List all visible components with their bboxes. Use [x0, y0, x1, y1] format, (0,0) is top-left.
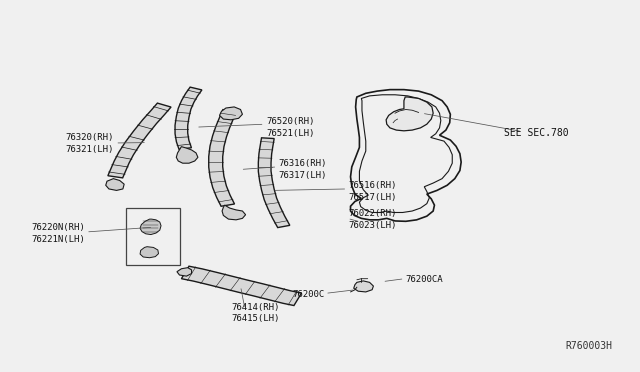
Polygon shape	[175, 87, 202, 149]
Text: 76200CA: 76200CA	[406, 275, 444, 284]
Text: 76516(RH)
76517(LH): 76516(RH) 76517(LH)	[349, 181, 397, 202]
Text: 76220N(RH)
76221N(LH): 76220N(RH) 76221N(LH)	[31, 224, 84, 244]
Polygon shape	[222, 205, 246, 220]
Text: 76320(RH)
76321(LH): 76320(RH) 76321(LH)	[65, 133, 113, 154]
Polygon shape	[108, 103, 171, 178]
Polygon shape	[140, 247, 159, 258]
Polygon shape	[181, 266, 301, 305]
Text: 76520(RH)
76521(LH): 76520(RH) 76521(LH)	[266, 117, 314, 138]
Polygon shape	[176, 147, 198, 163]
Polygon shape	[386, 97, 433, 131]
Text: 76316(RH)
76317(LH): 76316(RH) 76317(LH)	[278, 159, 327, 180]
Text: 76022(RH)
76023(LH): 76022(RH) 76023(LH)	[349, 209, 397, 230]
Polygon shape	[220, 107, 243, 120]
Polygon shape	[177, 268, 191, 276]
Text: 76414(RH)
76415(LH): 76414(RH) 76415(LH)	[231, 302, 279, 323]
Polygon shape	[140, 219, 161, 235]
Text: 76200C: 76200C	[293, 290, 325, 299]
Polygon shape	[259, 138, 290, 228]
Polygon shape	[106, 179, 124, 190]
Bar	[126, 208, 180, 265]
Text: SEE SEC.780: SEE SEC.780	[504, 128, 569, 138]
Polygon shape	[354, 281, 373, 292]
Polygon shape	[209, 110, 237, 206]
Text: R760003H: R760003H	[566, 341, 612, 351]
